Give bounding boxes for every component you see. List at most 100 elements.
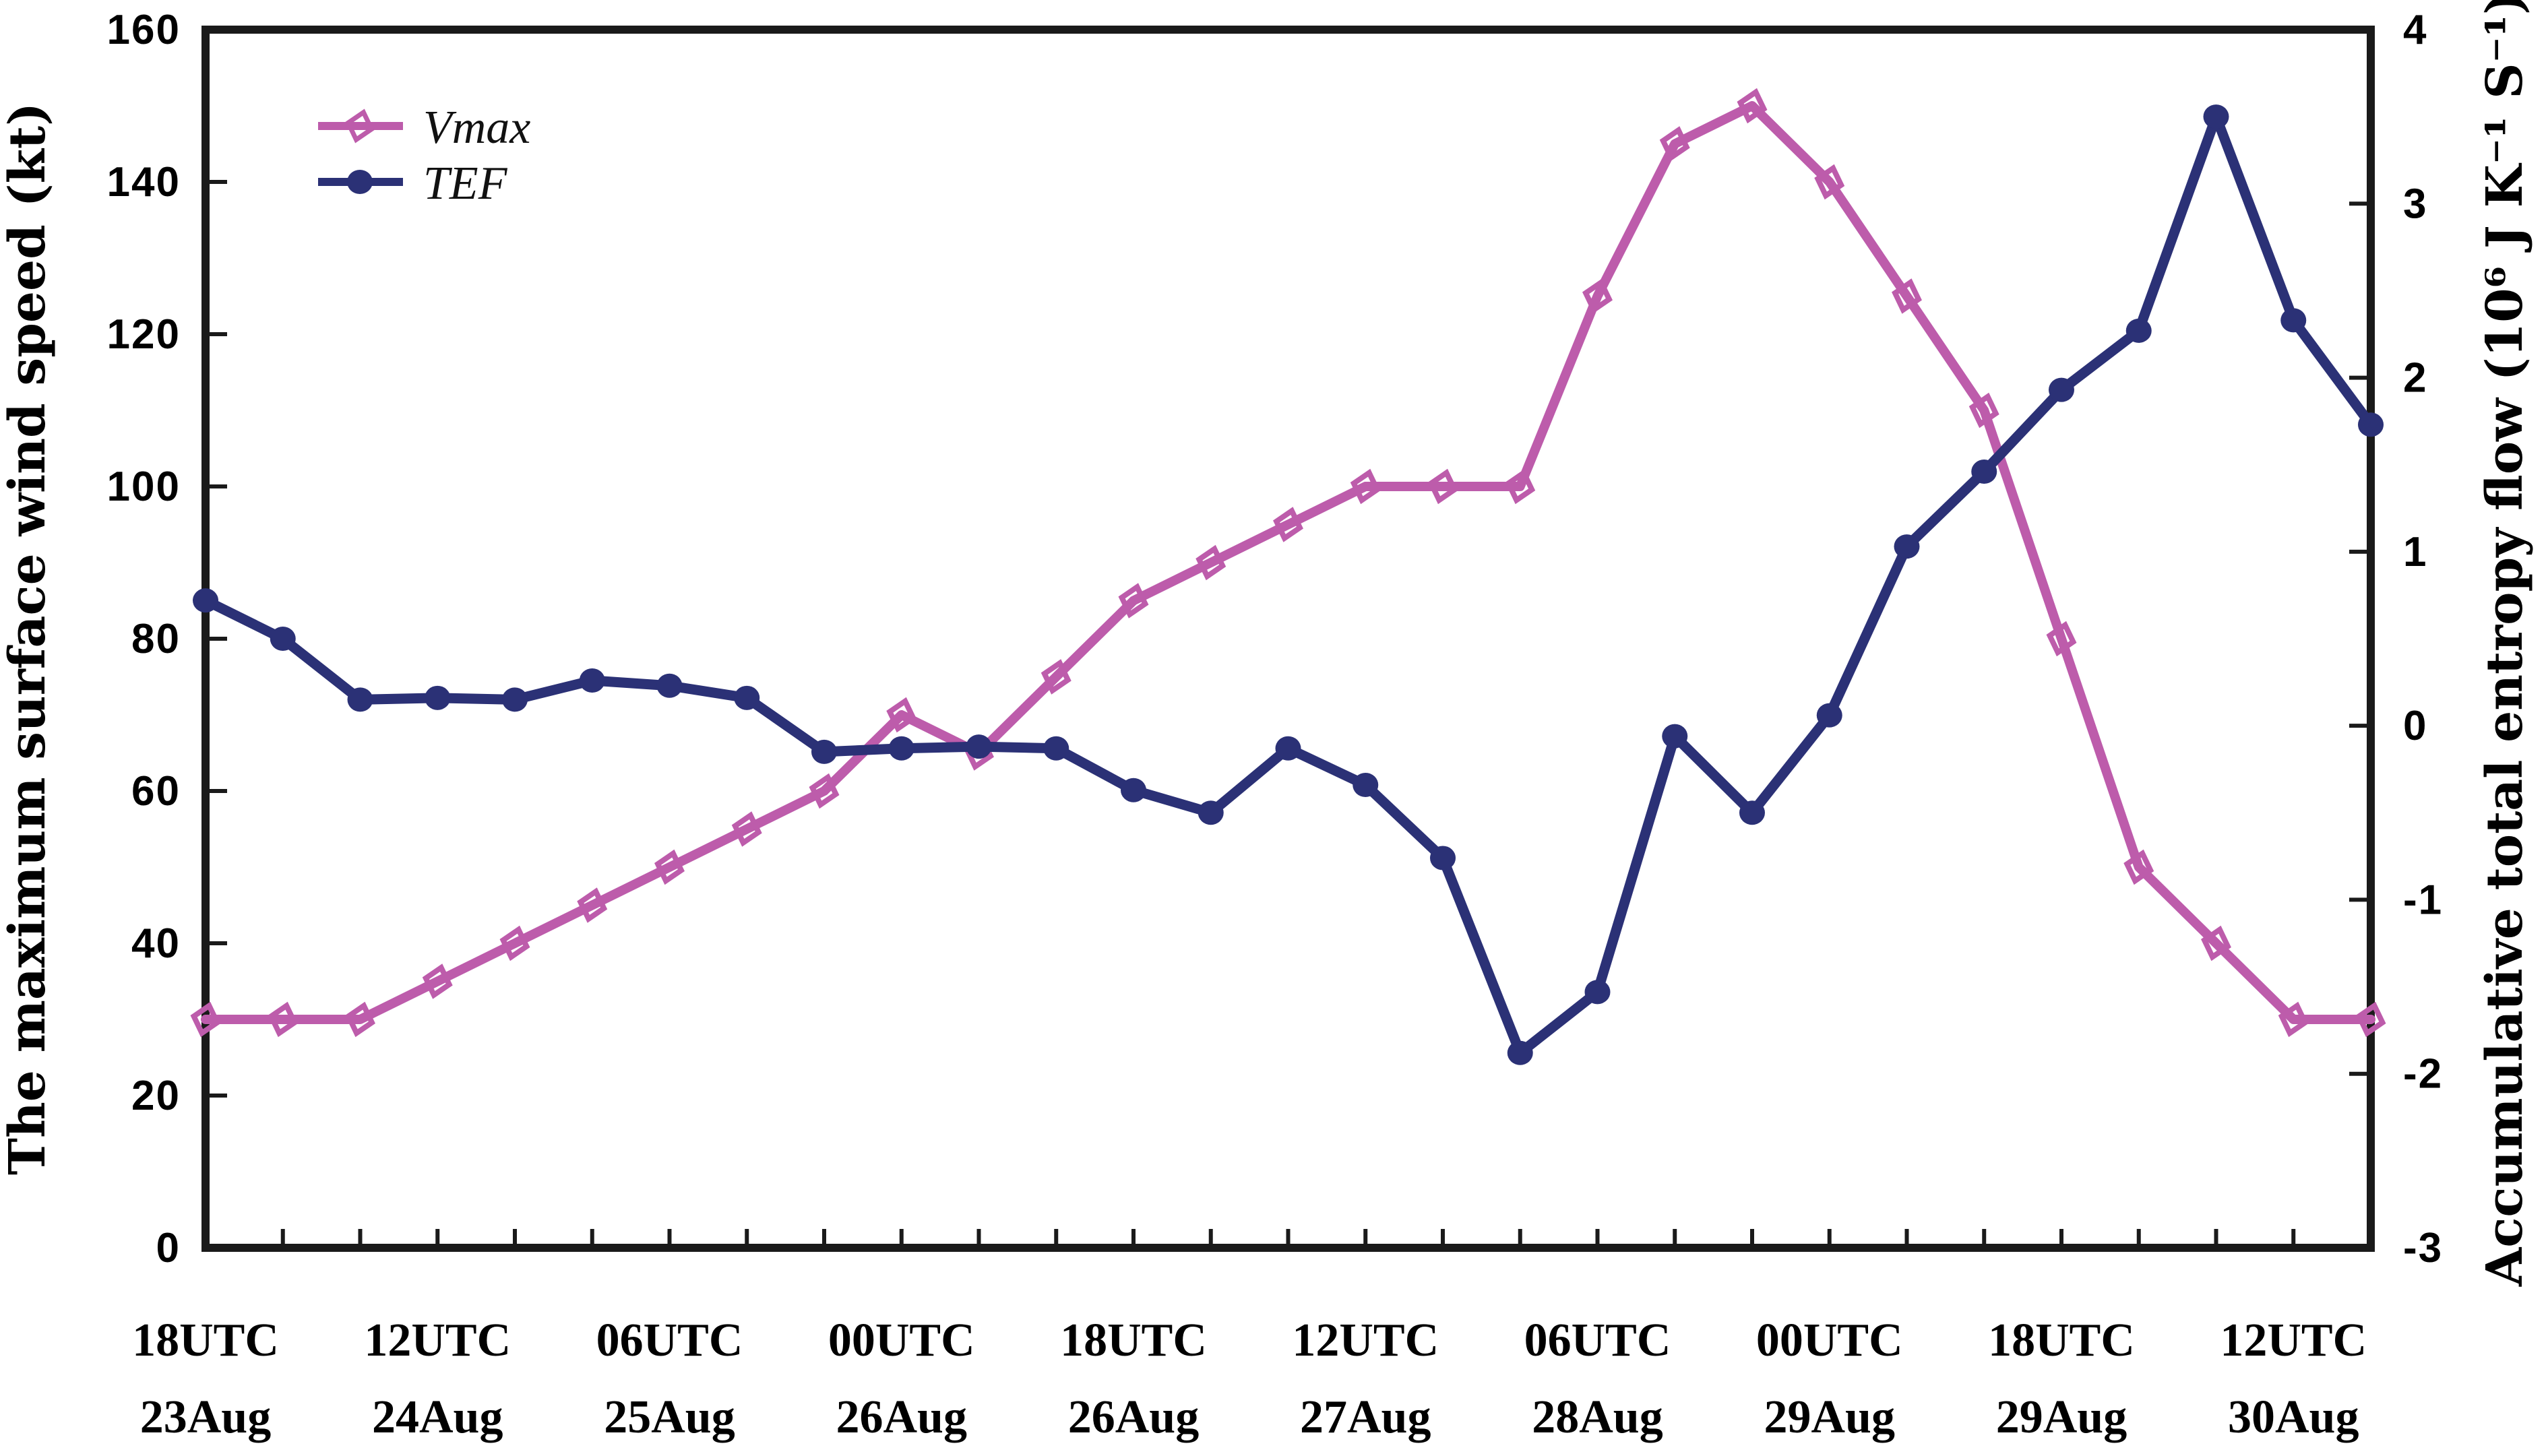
- tef-marker: [1662, 724, 1688, 749]
- vmax-marker: [2355, 1001, 2386, 1038]
- legend-label-vmax: Vmax: [423, 102, 530, 154]
- x-axis-label-date: 28Aug: [1532, 1391, 1663, 1443]
- tef-marker: [347, 687, 373, 712]
- left-axis-tick-label: 160: [107, 7, 181, 53]
- tef-marker: [1121, 778, 1146, 802]
- vmax-marker: [1582, 278, 1613, 314]
- axis-ticks: [206, 180, 2373, 1248]
- x-axis-label-date: 25Aug: [604, 1391, 735, 1443]
- vmax-marker: [190, 1001, 221, 1038]
- tef-marker: [1043, 736, 1069, 761]
- tef-marker: [2358, 412, 2384, 437]
- x-axis-label-time: 12UTC: [2220, 1315, 2367, 1366]
- x-axis-label-time: 12UTC: [364, 1315, 511, 1366]
- plot-border: [201, 26, 2375, 1252]
- x-axis-label-time: 06UTC: [596, 1315, 743, 1366]
- vmax-marker: [1892, 278, 1922, 314]
- tef-marker: [1894, 534, 1920, 559]
- tef-marker: [502, 687, 528, 712]
- tef-marker: [656, 673, 683, 698]
- vmax-marker: [422, 963, 453, 999]
- right-axis-tick-label: -2: [2403, 1051, 2443, 1098]
- vmax-marker: [1118, 583, 1149, 619]
- vmax-line: [201, 101, 2375, 1024]
- tef-marker: [811, 739, 837, 764]
- tef-marker: [425, 685, 451, 710]
- x-axis-label-time: 06UTC: [1524, 1315, 1671, 1366]
- vmax-marker: [2046, 621, 2077, 657]
- tef-marker: [1584, 980, 1611, 1005]
- tef-marker: [2280, 308, 2307, 333]
- vmax-marker: [577, 887, 608, 923]
- tef-marker: [1275, 736, 1301, 761]
- x-axis-label-date: 24Aug: [372, 1391, 503, 1443]
- tef-marker: [734, 685, 760, 710]
- tef-marker: [1198, 800, 1224, 825]
- tef-marker: [579, 668, 605, 693]
- vmax-marker: [1505, 468, 1536, 505]
- vmax-marker: [1273, 507, 1303, 542]
- tef-marker: [1507, 1040, 1533, 1065]
- x-axis-label-date: 30Aug: [2228, 1391, 2359, 1443]
- vmax-marker: [2201, 925, 2231, 961]
- right-axis-tick-label: -3: [2403, 1225, 2443, 1271]
- vmax-marker: [1195, 544, 1226, 581]
- left-axis-tick-label: 100: [107, 464, 181, 510]
- tef-marker: [966, 734, 992, 759]
- vmax-marker: [268, 1001, 299, 1038]
- tef-marker: [270, 627, 296, 651]
- vmax-marker: [654, 849, 685, 885]
- tef-marker: [2203, 104, 2229, 129]
- x-axis-label-time: 12UTC: [1292, 1315, 1439, 1366]
- tef-markers: [193, 104, 2384, 1065]
- right-axis-tick-label: 2: [2403, 355, 2427, 402]
- tef-marker: [1430, 846, 1456, 871]
- vmax-marker: [731, 811, 762, 847]
- x-axis-labels: 18UTC 23Aug 12UTC 24Aug 06UTC 25Aug 00UTC 26Aug…: [132, 1315, 2367, 1443]
- left-axis-tick-label: 120: [107, 311, 181, 358]
- x-axis-label-date: 26Aug: [836, 1391, 967, 1443]
- x-axis-label-date: 29Aug: [1996, 1391, 2127, 1443]
- left-axis-title: The maximum surface wind speed (kt): [0, 102, 57, 1175]
- legend: Vmax TEF: [318, 102, 530, 210]
- left-axis-tick-label: 20: [131, 1073, 181, 1119]
- x-axis-label-time: 18UTC: [1988, 1315, 2135, 1366]
- left-axis-tick-label: 60: [131, 768, 181, 815]
- x-axis-label-date: 27Aug: [1300, 1391, 1431, 1443]
- vmax-marker: [1659, 126, 1690, 162]
- right-axis-tick-label: -1: [2403, 877, 2443, 923]
- x-axis-label-time: 00UTC: [828, 1315, 975, 1366]
- tef-marker: [2049, 377, 2074, 402]
- left-axis-tick-label: 140: [107, 159, 181, 205]
- right-axis-tick-label: 1: [2403, 529, 2427, 575]
- left-axis-tick-label: 80: [131, 616, 181, 662]
- left-axis-tick-label: 0: [156, 1225, 181, 1271]
- vmax-marker: [345, 1001, 375, 1038]
- tef-marker: [1739, 800, 1765, 825]
- legend-label-tef: TEF: [423, 158, 508, 210]
- vmax-marker: [886, 697, 917, 733]
- right-axis-tick-label: 0: [2403, 703, 2427, 749]
- tef-marker: [1816, 703, 1842, 728]
- right-axis-title: Accumulative total entropy flow (10⁶ J K…: [2476, 0, 2534, 1287]
- right-axis-tick-label: 3: [2403, 181, 2427, 227]
- x-axis-label-date: 23Aug: [140, 1391, 271, 1443]
- vmax-marker: [2278, 1001, 2309, 1038]
- tef-marker: [193, 588, 218, 613]
- vmax-marker: [2123, 849, 2154, 885]
- x-axis-label-time: 18UTC: [132, 1315, 279, 1366]
- vmax-marker: [809, 773, 840, 809]
- vmax-marker: [1040, 659, 1071, 695]
- x-axis-label-date: 26Aug: [1068, 1391, 1199, 1443]
- vmax-marker: [1350, 468, 1381, 505]
- right-axis-tick-label: 4: [2403, 7, 2427, 53]
- vmax-marker: [499, 925, 530, 961]
- plot-frame: [201, 26, 2375, 1252]
- tef-marker: [888, 736, 914, 761]
- axis-tick-labels: 0 20 40 60 80 100 120 140 160 -3 -2 -1 0 1 2 3 4: [107, 7, 2443, 1271]
- x-axis-label-time: 18UTC: [1060, 1315, 1207, 1366]
- legend-vmax-diamond-icon: [345, 108, 375, 144]
- vmax-markers: [190, 88, 2386, 1038]
